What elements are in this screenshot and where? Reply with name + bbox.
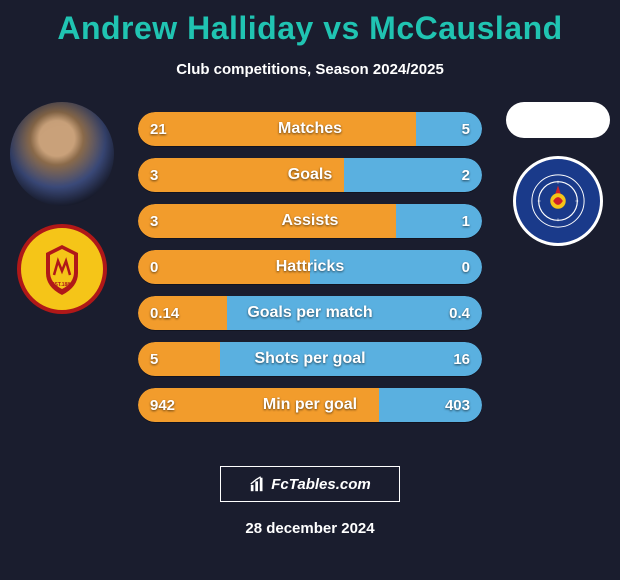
stat-row: 942403Min per goal — [138, 388, 482, 422]
player-photo-left — [10, 102, 114, 206]
stat-label: Assists — [138, 204, 482, 238]
date-label: 28 december 2024 — [0, 520, 620, 537]
brand-text: FcTables.com — [271, 476, 370, 493]
stat-row: 516Shots per goal — [138, 342, 482, 376]
motherwell-icon: EST.1886 — [32, 239, 92, 299]
stat-row: 32Goals — [138, 158, 482, 192]
chart-icon — [249, 475, 267, 493]
club-crest-rangers — [513, 156, 603, 246]
comparison-content: EST.1886 215Matches32Goals31Assists00Ha — [0, 102, 620, 442]
stat-label: Matches — [138, 112, 482, 146]
stat-label: Hattricks — [138, 250, 482, 284]
stat-row: 215Matches — [138, 112, 482, 146]
brand-logo: FcTables.com — [220, 466, 400, 502]
player-photo-right — [506, 102, 610, 138]
stat-label: Goals — [138, 158, 482, 192]
page-title: Andrew Halliday vs McCausland — [0, 0, 620, 47]
stat-bars: 215Matches 32Goals 31Assists 00Hattricks 0.1… — [138, 112, 482, 422]
club-crest-motherwell: EST.1886 — [17, 224, 107, 314]
stat-label: Goals per match — [138, 296, 482, 330]
stat-row: 0.140.4Goals per match — [138, 296, 482, 330]
subtitle: Club competitions, Season 2024/2025 — [0, 61, 620, 78]
stat-label: Shots per goal — [138, 342, 482, 376]
right-player-column — [502, 102, 614, 246]
stat-row: 00Hattricks — [138, 250, 482, 284]
svg-text:EST.1886: EST.1886 — [51, 282, 73, 288]
left-player-column: EST.1886 — [6, 102, 118, 314]
rangers-icon — [529, 172, 587, 230]
stat-row: 31Assists — [138, 204, 482, 238]
stat-label: Min per goal — [138, 388, 482, 422]
